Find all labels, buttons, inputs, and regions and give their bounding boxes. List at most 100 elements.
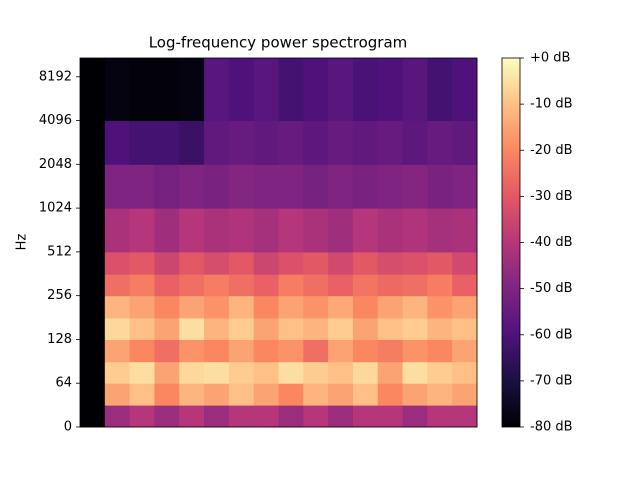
heatmap-cell — [80, 317, 106, 340]
heatmap-cell — [352, 251, 379, 275]
heatmap-cell — [427, 383, 453, 406]
heatmap-cell — [253, 251, 279, 275]
heatmap-cell — [179, 58, 205, 122]
heatmap-cell — [80, 164, 106, 209]
heatmap-cell — [104, 361, 131, 384]
heatmap-cell — [228, 58, 255, 122]
heatmap-cell — [352, 208, 379, 253]
heatmap-cell — [228, 208, 255, 253]
heatmap-cell — [452, 164, 478, 209]
heatmap-cell — [427, 317, 453, 340]
heatmap-cell — [278, 251, 304, 275]
heatmap-cell — [104, 208, 131, 253]
colorbar-tick-label: -80 dB — [530, 420, 573, 435]
heatmap-cell — [402, 58, 428, 122]
heatmap-cell — [154, 361, 180, 384]
heatmap-cell — [104, 251, 131, 275]
heatmap-cell — [427, 295, 453, 319]
heatmap-cell — [328, 164, 354, 209]
heatmap-cell — [278, 164, 304, 209]
heatmap-cell — [154, 274, 180, 297]
heatmap-cell — [179, 120, 205, 165]
heatmap-cell — [427, 251, 453, 275]
heatmap-cell — [80, 405, 106, 428]
heatmap-cell — [179, 164, 205, 209]
y-tick-label: 256 — [47, 288, 72, 303]
heatmap-cell — [179, 295, 205, 319]
heatmap-cell — [377, 208, 404, 253]
heatmap-cell — [179, 405, 205, 428]
heatmap-cell — [154, 317, 180, 340]
heatmap-cell — [452, 383, 478, 406]
heatmap-cell — [228, 251, 255, 275]
heatmap-cell — [427, 58, 453, 122]
heatmap-cell — [204, 339, 230, 363]
heatmap-cell — [328, 208, 354, 253]
heatmap-cell — [104, 120, 131, 165]
heatmap-cell — [402, 295, 428, 319]
heatmap-cell — [452, 317, 478, 340]
heatmap-cell — [228, 339, 255, 363]
heatmap-cell — [104, 383, 131, 406]
heatmap-cell — [328, 274, 354, 297]
heatmap-cell — [352, 295, 379, 319]
heatmap-cell — [278, 339, 304, 363]
y-tick-label: 64 — [55, 376, 72, 391]
heatmap-cell — [352, 164, 379, 209]
heatmap-cell — [377, 251, 404, 275]
colorbar-tick-label: -50 dB — [530, 281, 573, 296]
heatmap-cell — [452, 58, 478, 122]
heatmap-cell — [402, 317, 428, 340]
y-axis-label: Hz — [15, 234, 30, 251]
heatmap-cell — [129, 164, 155, 209]
heatmap-cell — [129, 405, 155, 428]
heatmap-cell — [253, 383, 279, 406]
colorbar-tick-label: -20 dB — [530, 143, 573, 158]
heatmap-cell — [352, 58, 379, 122]
heatmap-cell — [402, 251, 428, 275]
y-tick-label: 4096 — [39, 113, 72, 128]
heatmap-cell — [303, 164, 329, 209]
heatmap-cell — [303, 339, 329, 363]
heatmap-cell — [179, 361, 205, 384]
heatmap-cell — [278, 361, 304, 384]
heatmap-cell — [104, 295, 131, 319]
heatmap-cell — [80, 251, 106, 275]
heatmap-cell — [154, 295, 180, 319]
heatmap-cell — [204, 317, 230, 340]
heatmap-cell — [427, 274, 453, 297]
heatmap-cell — [104, 339, 131, 363]
heatmap-cell — [303, 251, 329, 275]
heatmap-cell — [80, 339, 106, 363]
heatmap-cell — [402, 164, 428, 209]
heatmap-cell — [228, 361, 255, 384]
heatmap-cell — [427, 405, 453, 428]
heatmap-cell — [352, 405, 379, 428]
heatmap-cell — [303, 361, 329, 384]
heatmap-cell — [377, 339, 404, 363]
heatmap-cell — [104, 58, 131, 122]
heatmap-cell — [377, 361, 404, 384]
heatmap-cell — [253, 339, 279, 363]
heatmap-cell — [129, 251, 155, 275]
heatmap-cell — [352, 120, 379, 165]
y-tick-label: 1024 — [39, 201, 72, 216]
heatmap-cell — [104, 405, 131, 428]
heatmap-cell — [253, 208, 279, 253]
heatmap-cell — [377, 295, 404, 319]
colorbar-tick-label: -10 dB — [530, 97, 573, 112]
heatmap-cell — [204, 208, 230, 253]
heatmap-cell — [452, 405, 478, 428]
heatmap-cell — [452, 120, 478, 165]
plot-frame — [79, 57, 478, 428]
colorbar-tick-label: -40 dB — [530, 235, 573, 250]
heatmap-cell — [278, 274, 304, 297]
heatmap-cell — [427, 361, 453, 384]
heatmap-cell — [427, 339, 453, 363]
heatmap-cell — [154, 164, 180, 209]
heatmap-cell — [154, 339, 180, 363]
heatmap-cell — [377, 58, 404, 122]
heatmap-cell — [352, 361, 379, 384]
heatmap-cell — [129, 295, 155, 319]
